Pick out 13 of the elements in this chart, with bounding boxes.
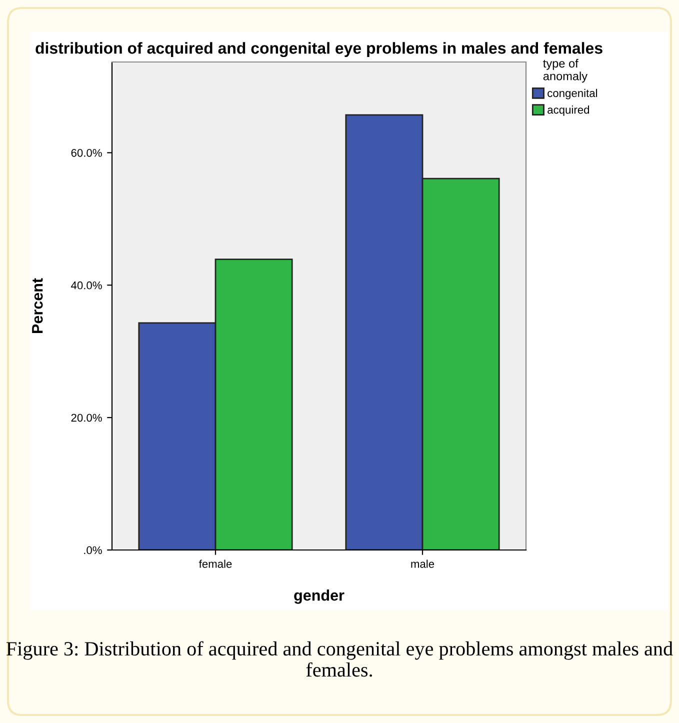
y-tick-label: 60.0% — [71, 148, 102, 157]
chart-title: distribution of acquired and congenital eye problems in males and females — [36, 42, 602, 58]
legend-label: congenital — [548, 88, 598, 100]
caption: Figure 3: Distribution of acquired and congenital eye problems amongst males and females. — [6, 641, 673, 677]
y-axis-title: Percent — [32, 278, 43, 333]
x-tick-label: female — [198, 560, 232, 568]
y-tick-label: .0% — [84, 546, 102, 554]
x-tick-label: male — [411, 560, 434, 568]
legend-label: acquired — [548, 106, 590, 116]
x-axis-title: gender — [294, 590, 344, 604]
y-tick-label: 20.0% — [71, 414, 102, 422]
y-tick-label: 40.0% — [71, 281, 102, 290]
legend-title: type of anomaly — [543, 58, 588, 83]
